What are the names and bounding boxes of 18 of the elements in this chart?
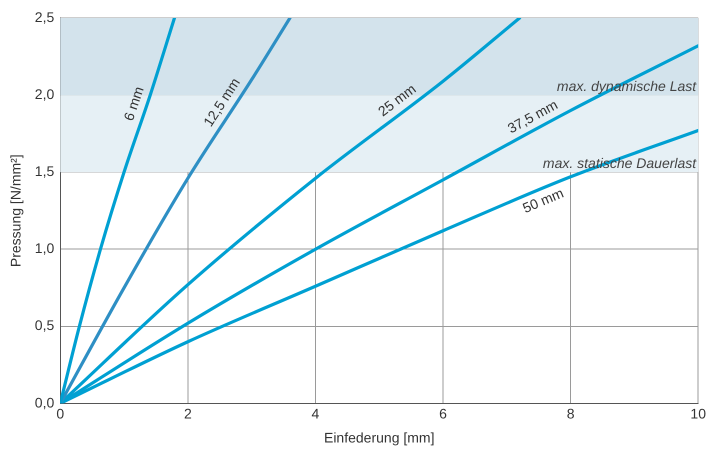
y-tick-label: 0,5 <box>34 317 54 334</box>
text: 50 mm <box>520 184 566 216</box>
y-tick-label: 0,0 <box>34 394 54 410</box>
x-tick-label: 6 <box>439 406 448 422</box>
text: 25 mm <box>374 80 419 120</box>
x-tick-label: 10 <box>690 406 706 422</box>
x-tick-label: 8 <box>566 406 575 422</box>
y-axis-title: Pressung [N/mm²] <box>7 154 24 268</box>
x-tick-label: 0 <box>56 406 64 422</box>
text: 37,5 mm <box>504 96 560 136</box>
y-tick-label: 1,5 <box>34 163 54 180</box>
x-tick-label: 4 <box>312 406 320 422</box>
x-axis-title: Einfederung [mm] <box>324 429 434 446</box>
y-tick-label: 2,5 <box>34 8 54 25</box>
text: 6 mm <box>120 84 147 123</box>
y-tick-label: 1,0 <box>34 240 54 256</box>
x-tick-label: 2 <box>184 406 192 422</box>
y-tick-label: 2,0 <box>34 86 54 102</box>
